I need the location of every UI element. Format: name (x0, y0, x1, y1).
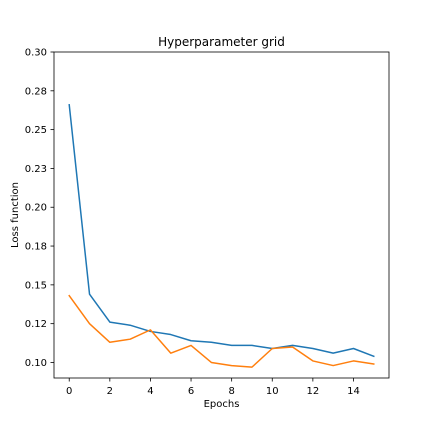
x-tick-label: 4 (147, 386, 153, 397)
x-tick-label: 0 (66, 386, 72, 397)
x-tick-label: 10 (266, 386, 279, 397)
y-tick-label: 0.10 (25, 358, 47, 369)
y-tick-label: 0.25 (25, 125, 47, 136)
y-tick-label: 0.20 (25, 203, 47, 214)
series-layer (68, 103, 375, 368)
y-tick-label: 0.15 (25, 280, 47, 291)
x-tick-label: 12 (306, 386, 319, 397)
x-axis: 0 2 4 6 8 10 12 14 (66, 378, 360, 397)
x-tick-label: 14 (347, 386, 360, 397)
y-tick-label: 0.23 (25, 164, 47, 175)
y-axis-label: Loss function (10, 182, 21, 248)
x-tick-label: 6 (188, 386, 194, 397)
y-tick-label: 0.18 (25, 242, 47, 253)
chart-title: Hyperparameter grid (158, 35, 285, 49)
y-tick-label: 0.28 (25, 86, 47, 97)
x-tick-label: 2 (107, 386, 113, 397)
y-axis: 0.10 0.12 0.15 0.18 0.20 0.23 0.25 0.28 0.30 (25, 48, 54, 369)
y-tick-label: 0.12 (25, 319, 47, 330)
x-tick-label: 8 (228, 386, 234, 397)
y-tick-label: 0.30 (25, 48, 47, 59)
x-axis-label: Epochs (204, 399, 240, 410)
plot-frame (53, 51, 390, 379)
series-line-1 (68, 103, 375, 358)
series-line-2 (68, 294, 375, 368)
